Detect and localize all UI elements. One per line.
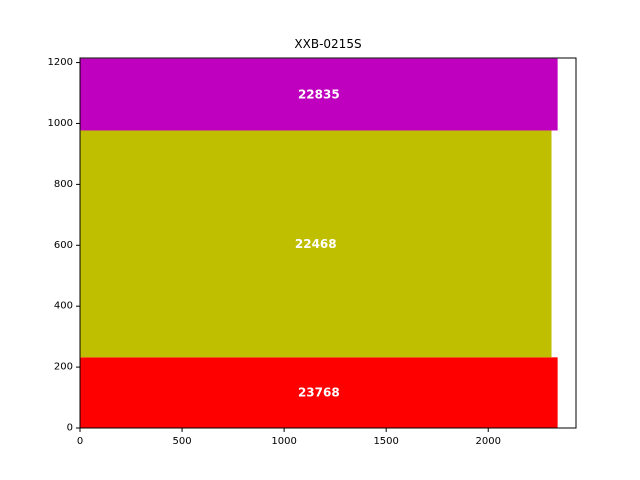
data-labels-layer: 23768 22468 22835	[295, 88, 340, 400]
bar-2	[80, 58, 558, 131]
x-tick-label-0: 0	[77, 436, 83, 447]
bar-label-1: 22468	[295, 237, 337, 251]
y-tick-label-4: 800	[54, 179, 73, 190]
bar-1	[80, 130, 552, 358]
x-axis: 0 500 1000 1500 2000	[77, 428, 501, 447]
y-axis: 0 200 400 600 800 1000 1200	[48, 57, 80, 434]
y-tick-label-6: 1200	[48, 57, 73, 68]
y-tick-label-3: 600	[54, 240, 73, 251]
y-tick-label-0: 0	[67, 423, 73, 434]
y-tick-label-2: 400	[54, 301, 73, 312]
bar-label-2: 22835	[298, 88, 340, 102]
chart-title: XXB-0215S	[294, 37, 361, 51]
bar-0	[80, 357, 558, 428]
x-tick-label-4: 2000	[476, 436, 501, 447]
y-tick-label-1: 200	[54, 362, 73, 373]
bars-layer	[80, 58, 558, 428]
plot-frame	[79, 57, 577, 429]
x-tick-label-3: 1500	[373, 436, 398, 447]
x-tick-label-2: 1000	[271, 436, 296, 447]
bar-label-0: 23768	[298, 386, 340, 400]
y-tick-label-5: 1000	[48, 118, 73, 129]
x-tick-label-1: 500	[173, 436, 192, 447]
